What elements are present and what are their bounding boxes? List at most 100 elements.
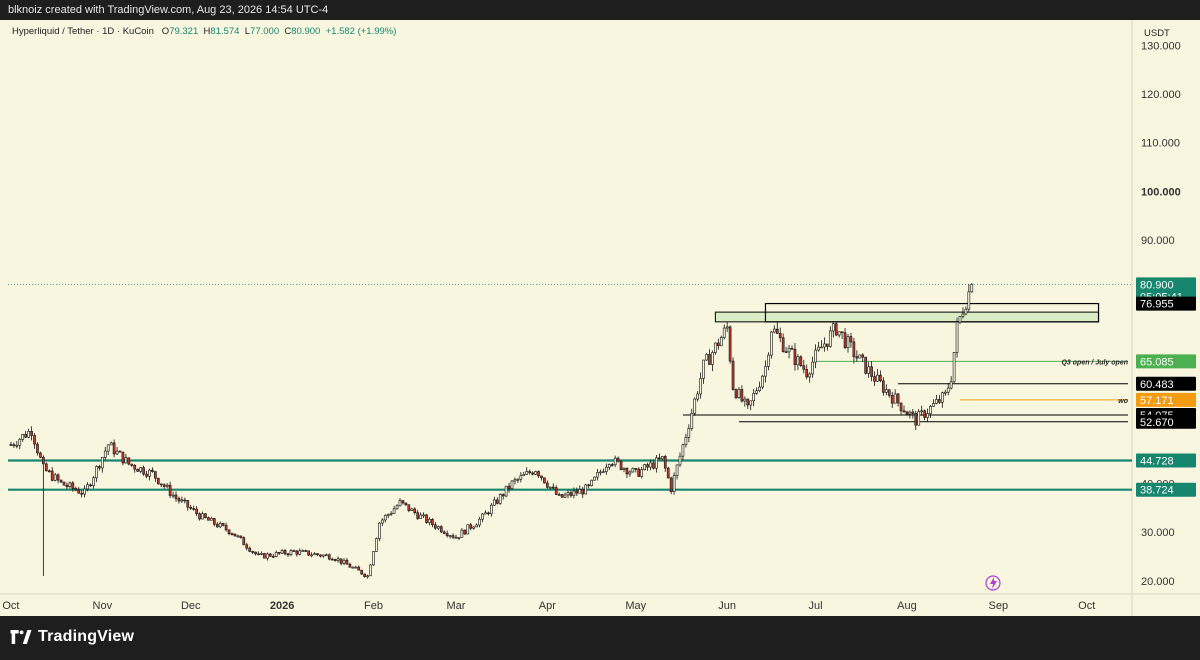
- attribution-text: blknoiz created with TradingView.com, Au…: [8, 4, 329, 16]
- candle-body: [148, 469, 151, 477]
- candle-body: [858, 354, 862, 359]
- candle-body: [743, 398, 747, 402]
- candle-body: [233, 533, 237, 537]
- candle-body: [242, 537, 246, 546]
- candle-body: [487, 512, 490, 515]
- candle-body: [899, 402, 903, 412]
- candle-body: [672, 475, 676, 493]
- candle-body: [292, 550, 296, 552]
- candle-body: [68, 482, 72, 488]
- candle-body: [192, 508, 196, 510]
- candle-body: [911, 411, 915, 414]
- candle-body: [781, 337, 785, 352]
- candle-body: [678, 455, 682, 466]
- candle-body: [943, 391, 947, 394]
- candle-body: [504, 485, 508, 497]
- candle-body: [156, 477, 160, 485]
- candle-body: [245, 544, 249, 549]
- level-price-tag: [1136, 376, 1196, 391]
- candle-body: [27, 430, 30, 438]
- alert-lightning-icon: [985, 575, 1001, 591]
- candle-body: [855, 356, 859, 359]
- candle-body: [887, 389, 891, 396]
- candle-body: [652, 462, 655, 469]
- candle-body: [360, 569, 364, 575]
- candle-body: [112, 442, 116, 455]
- low-label: L: [244, 26, 251, 37]
- candle-body: [469, 524, 473, 529]
- candle-body: [554, 487, 558, 495]
- candle-body: [811, 361, 814, 375]
- candle-body: [74, 488, 78, 491]
- candle-body: [56, 474, 60, 481]
- candle-body: [212, 518, 216, 525]
- candle-body: [663, 456, 667, 469]
- tradingview-logo[interactable]: TradingView: [10, 628, 134, 646]
- candle-body: [239, 535, 243, 538]
- y-tick-label: 90.000: [1141, 235, 1175, 247]
- candle-body: [572, 490, 576, 496]
- chart-frame[interactable]: USDT20.00030.00040.00090.000100.000110.0…: [0, 20, 1200, 616]
- candle-body: [940, 392, 944, 403]
- level-price-label: 57.171: [1140, 395, 1174, 407]
- lightning-bolt-icon: [990, 577, 997, 589]
- candle-body: [260, 553, 263, 555]
- candle-body: [333, 559, 337, 561]
- candle-body: [442, 531, 446, 534]
- candle-body: [879, 374, 882, 382]
- candle-body: [711, 352, 714, 365]
- candle-body: [643, 464, 646, 470]
- y-tick-label: 100.000: [1141, 186, 1181, 198]
- candle-body: [961, 313, 965, 317]
- candle-body: [893, 393, 897, 404]
- candle-body: [958, 316, 962, 323]
- candle-body: [796, 356, 800, 366]
- candle-body: [728, 326, 732, 362]
- candle-body: [690, 413, 694, 429]
- candle-body: [369, 564, 372, 577]
- candle-body: [846, 336, 850, 349]
- candle-body: [21, 434, 25, 440]
- x-month-label: Aug: [897, 600, 917, 612]
- price-chart[interactable]: USDT20.00030.00040.00090.000100.000110.0…: [0, 20, 1200, 616]
- candle-body: [696, 393, 700, 400]
- candle-body: [339, 558, 343, 564]
- candle-body: [551, 486, 555, 489]
- candle-body: [908, 411, 912, 415]
- candle-body: [151, 469, 154, 472]
- x-month-label: May: [625, 600, 646, 612]
- candle-body: [434, 524, 437, 529]
- candle-body: [401, 500, 405, 504]
- candle-body: [870, 366, 873, 377]
- candle-body: [12, 444, 16, 446]
- candle-body: [248, 547, 252, 552]
- level-annotation: Q3 open / July open: [1061, 359, 1128, 366]
- candle-body: [425, 514, 428, 523]
- candle-body: [817, 346, 820, 351]
- candle-body: [221, 522, 225, 526]
- candle-body: [566, 492, 570, 496]
- candle-body: [525, 471, 529, 475]
- level-price-label: 65.085: [1140, 356, 1174, 368]
- candle-body: [62, 481, 66, 486]
- candle-body: [15, 444, 19, 447]
- y-tick-label: 120.000: [1141, 89, 1181, 101]
- candle-body: [513, 479, 517, 482]
- candle-body: [764, 366, 767, 377]
- x-month-label: Apr: [539, 600, 556, 612]
- candle-body: [775, 328, 779, 334]
- candle-body: [224, 525, 228, 531]
- high-label: H: [203, 26, 211, 37]
- candle-body: [398, 500, 402, 507]
- candle-body: [569, 492, 573, 496]
- candle-body: [310, 554, 313, 557]
- candle-body: [210, 518, 213, 521]
- candle-body: [295, 550, 299, 555]
- candle-body: [165, 484, 169, 487]
- candle-body: [693, 398, 697, 414]
- candle-body: [316, 553, 319, 556]
- candle-body: [404, 502, 408, 505]
- candle-body: [162, 484, 166, 487]
- candle-body: [622, 468, 626, 470]
- candle-body: [460, 529, 464, 538]
